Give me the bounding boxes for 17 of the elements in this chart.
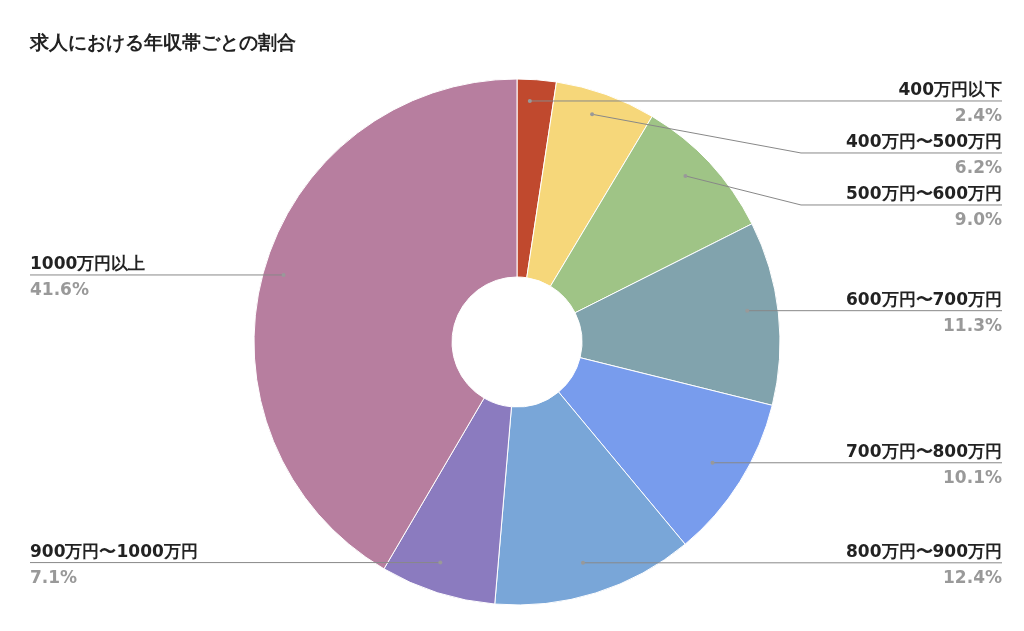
slice-label: 600万円〜700万円 xyxy=(846,288,1002,309)
data-label: 10.1% xyxy=(943,466,1002,487)
slice-label: 800万円〜900万円 xyxy=(846,540,1002,561)
slice-label: 500万円〜600万円 xyxy=(846,182,1002,203)
slice-label: 1000万円以上 xyxy=(30,252,146,273)
data-label: 6.2% xyxy=(954,156,1002,177)
slice-label: 400万円〜500万円 xyxy=(846,130,1002,151)
data-label: 7.1% xyxy=(30,566,78,587)
data-label: 9.0% xyxy=(954,208,1002,229)
slice-label: 400万円以下 xyxy=(898,78,1002,99)
chart-title: 求人における年収帯ごとの割合 xyxy=(30,30,296,55)
data-label: 41.6% xyxy=(30,278,89,299)
data-label: 11.3% xyxy=(943,314,1002,335)
data-label: 12.4% xyxy=(943,566,1002,587)
slice-label: 900万円〜1000万円 xyxy=(30,540,198,561)
data-label: 2.4% xyxy=(954,104,1002,125)
slice-label: 700万円〜800万円 xyxy=(846,440,1002,461)
